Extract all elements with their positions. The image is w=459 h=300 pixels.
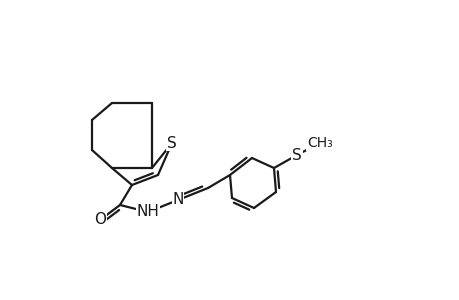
Text: N: N [172, 193, 183, 208]
Text: S: S [167, 136, 177, 151]
Text: O: O [94, 212, 106, 227]
Text: NH: NH [136, 205, 159, 220]
Text: CH₃: CH₃ [307, 136, 332, 150]
Text: S: S [291, 148, 301, 163]
